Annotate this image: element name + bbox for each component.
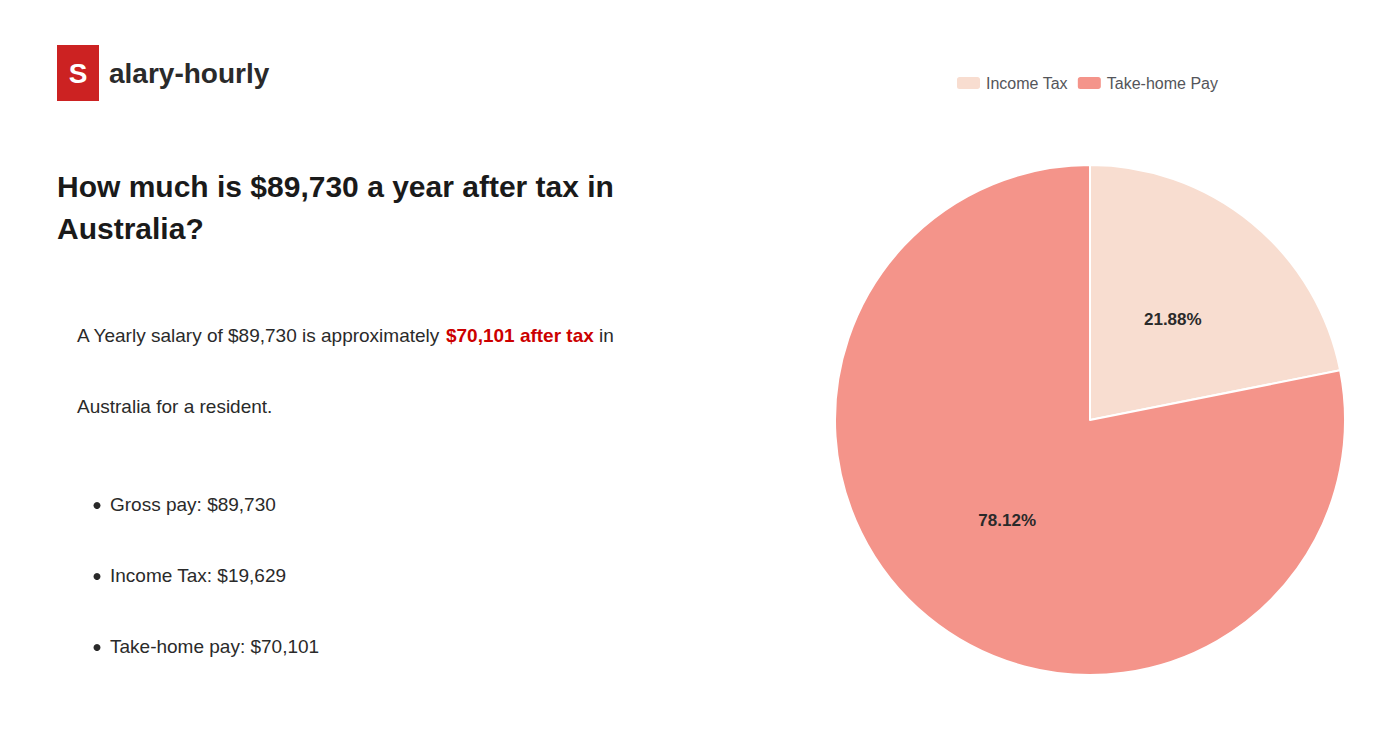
svg-text:in: in xyxy=(594,325,614,346)
svg-text:Australia for a resident.: Australia for a resident. xyxy=(77,396,272,417)
svg-text:S: S xyxy=(69,58,88,89)
svg-text:How much is $89,730 a year aft: How much is $89,730 a year after tax in xyxy=(57,170,614,203)
svg-text:Take-home pay: $70,101: Take-home pay: $70,101 xyxy=(110,636,319,657)
svg-text:Income Tax: Income Tax xyxy=(986,75,1068,92)
svg-text:78.12%: 78.12% xyxy=(978,511,1036,530)
svg-text:21.88%: 21.88% xyxy=(1144,310,1202,329)
svg-text:alary-hourly: alary-hourly xyxy=(109,58,270,89)
svg-text:A Yearly salary of $89,730 is: A Yearly salary of $89,730 is approximat… xyxy=(77,325,445,346)
svg-text:$70,101 after tax: $70,101 after tax xyxy=(446,325,594,346)
svg-text:Take-home Pay: Take-home Pay xyxy=(1107,75,1218,92)
svg-text:Australia?: Australia? xyxy=(57,212,204,245)
svg-text:Gross pay: $89,730: Gross pay: $89,730 xyxy=(110,494,276,515)
svg-text:Income Tax: $19,629: Income Tax: $19,629 xyxy=(110,565,286,586)
